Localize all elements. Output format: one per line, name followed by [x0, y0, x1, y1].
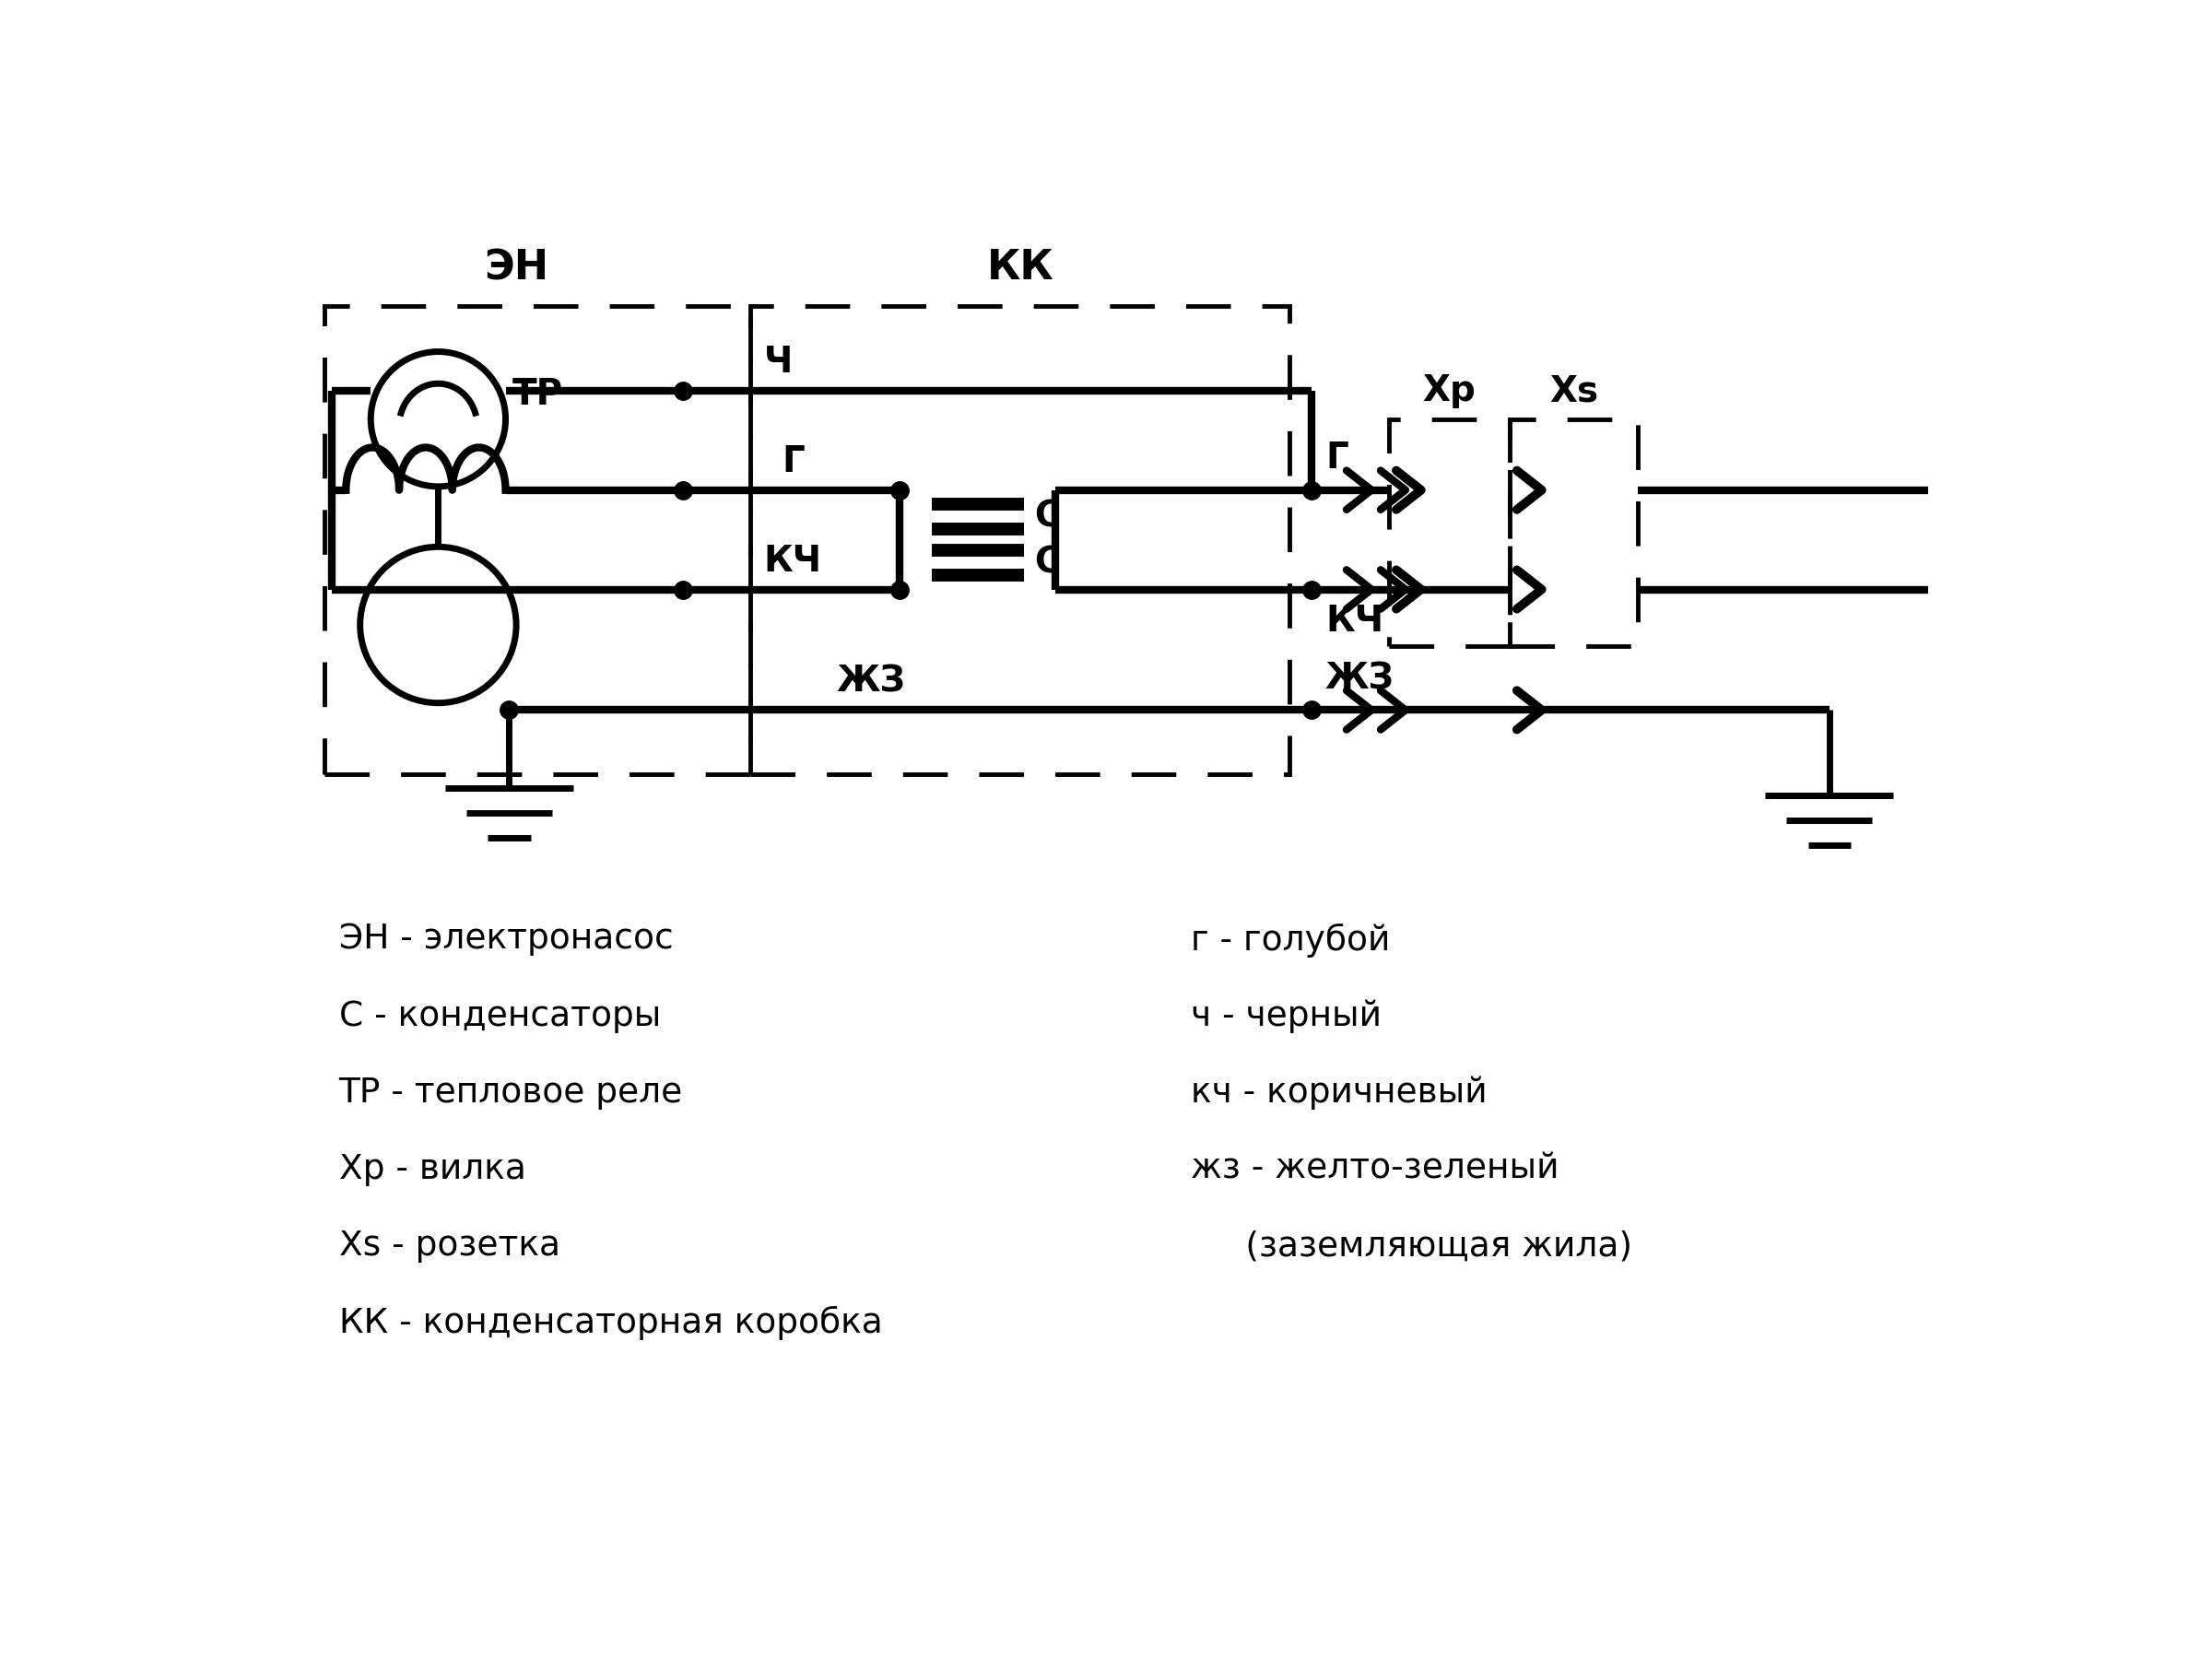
- Text: ТР - тепловое реле: ТР - тепловое реле: [338, 1077, 684, 1110]
- Text: ч - черный: ч - черный: [1190, 1000, 1380, 1034]
- Text: С - конденсаторы: С - конденсаторы: [338, 1000, 661, 1034]
- Text: ЭН - электронасос: ЭН - электронасос: [338, 922, 672, 956]
- Text: Xs: Xs: [1548, 373, 1597, 408]
- Text: кч - коричневый: кч - коричневый: [1190, 1077, 1486, 1110]
- Text: С: С: [1035, 546, 1060, 581]
- Text: С: С: [1035, 499, 1060, 534]
- Text: Ч: Ч: [765, 345, 794, 380]
- Text: КК - конденсаторная коробка: КК - конденсаторная коробка: [338, 1306, 883, 1340]
- Text: г - голубой: г - голубой: [1190, 922, 1389, 957]
- Text: Хр: Хр: [1422, 373, 1475, 408]
- Text: Г: Г: [781, 445, 805, 479]
- Text: Xs - розетка: Xs - розетка: [338, 1229, 560, 1262]
- Text: (заземляющая жила): (заземляющая жила): [1190, 1229, 1632, 1262]
- Text: КЧ: КЧ: [763, 544, 823, 579]
- Text: ЖЗ: ЖЗ: [1325, 660, 1394, 695]
- Text: КК: КК: [987, 249, 1053, 287]
- Text: ЭН: ЭН: [484, 249, 549, 287]
- Text: КЧ: КЧ: [1325, 604, 1382, 639]
- Text: Хр - вилка: Хр - вилка: [338, 1153, 526, 1186]
- Text: Г: Г: [1325, 441, 1347, 476]
- Text: ТР: ТР: [513, 377, 564, 411]
- Text: жз - желто-зеленый: жз - желто-зеленый: [1190, 1153, 1559, 1186]
- Text: ЖЗ: ЖЗ: [836, 664, 905, 700]
